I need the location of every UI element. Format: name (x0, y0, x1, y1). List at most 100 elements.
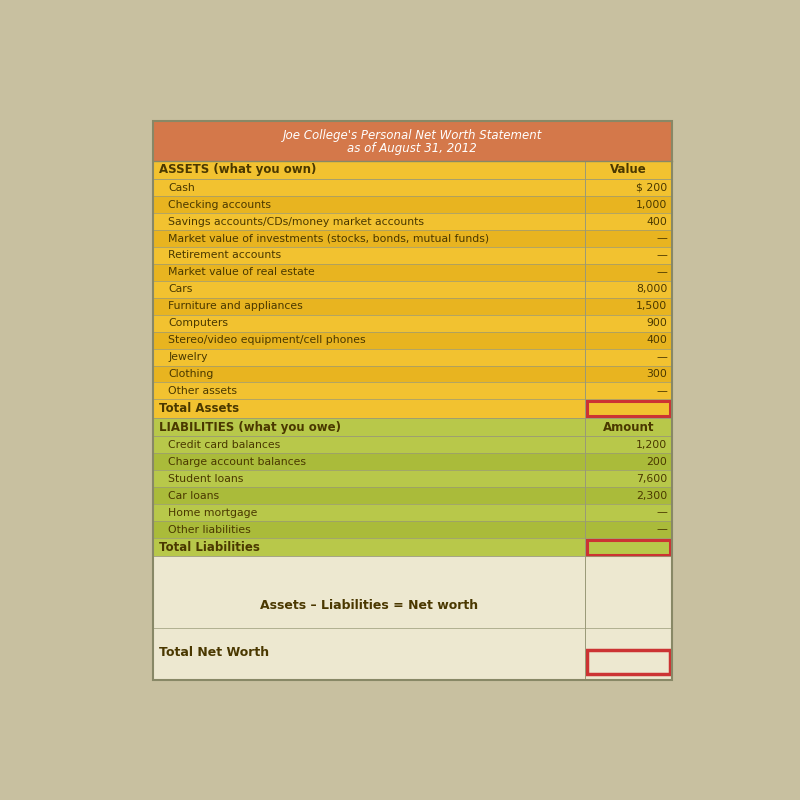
Bar (153, 213, 585, 230)
Text: 300: 300 (646, 369, 667, 379)
Bar (585, 264, 672, 281)
Text: Other assets: Other assets (168, 386, 237, 396)
Bar (586, 650, 670, 674)
Bar (153, 161, 585, 179)
Bar (585, 538, 672, 557)
Bar (585, 521, 672, 538)
Bar (153, 298, 585, 314)
Text: Cars: Cars (168, 284, 193, 294)
Bar (585, 213, 672, 230)
Bar (153, 332, 585, 349)
Bar (585, 487, 672, 504)
Bar (153, 436, 585, 454)
Text: 1,500: 1,500 (636, 302, 667, 311)
Text: —: — (657, 525, 667, 534)
Text: Charge account balances: Charge account balances (168, 457, 306, 466)
Text: $ 200: $ 200 (636, 182, 667, 193)
Text: 8,000: 8,000 (636, 284, 667, 294)
Text: Total Assets: Total Assets (159, 402, 239, 415)
Text: 900: 900 (646, 318, 667, 328)
Bar (585, 281, 672, 298)
Bar (153, 230, 585, 247)
Text: Credit card balances: Credit card balances (168, 440, 281, 450)
Bar (153, 314, 585, 332)
Text: Value: Value (610, 163, 647, 177)
Text: Jewelry: Jewelry (168, 352, 208, 362)
Text: Furniture and appliances: Furniture and appliances (168, 302, 303, 311)
Bar (153, 349, 585, 366)
Bar (585, 161, 672, 179)
Bar (585, 314, 672, 332)
Bar (153, 121, 672, 161)
Text: Amount: Amount (603, 421, 654, 434)
Text: Total Net Worth: Total Net Worth (159, 646, 269, 659)
Text: 1,000: 1,000 (636, 199, 667, 210)
Bar (153, 281, 585, 298)
Bar (586, 401, 670, 416)
Bar (585, 399, 672, 418)
Bar (585, 504, 672, 521)
Bar (153, 487, 585, 504)
Bar (153, 121, 672, 680)
Text: —: — (657, 267, 667, 278)
Text: Market value of investments (stocks, bonds, mutual funds): Market value of investments (stocks, bon… (168, 234, 490, 243)
Bar (586, 539, 670, 555)
Bar (585, 298, 672, 314)
Bar (585, 349, 672, 366)
Bar (153, 247, 585, 264)
Text: Home mortgage: Home mortgage (168, 507, 258, 518)
Bar (153, 399, 585, 418)
Text: Student loans: Student loans (168, 474, 243, 484)
Text: 2,300: 2,300 (636, 490, 667, 501)
Bar (585, 470, 672, 487)
Text: Assets – Liabilities = Net worth: Assets – Liabilities = Net worth (260, 599, 478, 612)
Text: Stereo/video equipment/cell phones: Stereo/video equipment/cell phones (168, 335, 366, 345)
Text: Checking accounts: Checking accounts (168, 199, 271, 210)
Text: LIABILITIES (what you owe): LIABILITIES (what you owe) (159, 421, 341, 434)
Bar (585, 179, 672, 196)
Bar (153, 264, 585, 281)
Text: 400: 400 (646, 217, 667, 226)
Text: 7,600: 7,600 (636, 474, 667, 484)
Text: Clothing: Clothing (168, 369, 214, 379)
Bar (153, 538, 585, 557)
Bar (153, 521, 585, 538)
Text: —: — (657, 250, 667, 260)
Text: —: — (657, 352, 667, 362)
Bar (153, 504, 585, 521)
Bar (585, 382, 672, 399)
Text: Cash: Cash (168, 182, 195, 193)
Text: ASSETS (what you own): ASSETS (what you own) (159, 163, 316, 177)
Text: Market value of real estate: Market value of real estate (168, 267, 315, 278)
Bar (585, 436, 672, 454)
Text: —: — (657, 234, 667, 243)
Text: Joe College's Personal Net Worth Statement: Joe College's Personal Net Worth Stateme… (282, 129, 542, 142)
Bar (153, 557, 672, 680)
Text: 1,200: 1,200 (636, 440, 667, 450)
Text: 200: 200 (646, 457, 667, 466)
Bar (153, 418, 585, 436)
Text: 400: 400 (646, 335, 667, 345)
Text: Car loans: Car loans (168, 490, 219, 501)
Bar (585, 230, 672, 247)
Bar (153, 470, 585, 487)
Bar (153, 454, 585, 470)
Bar (153, 366, 585, 382)
Bar (585, 332, 672, 349)
Text: as of August 31, 2012: as of August 31, 2012 (347, 142, 477, 155)
Text: Retirement accounts: Retirement accounts (168, 250, 282, 260)
Bar (153, 382, 585, 399)
Bar (153, 179, 585, 196)
Text: —: — (657, 386, 667, 396)
Bar (585, 366, 672, 382)
Text: Computers: Computers (168, 318, 228, 328)
Text: Total Liabilities: Total Liabilities (159, 541, 260, 554)
Bar (585, 418, 672, 436)
Bar (153, 196, 585, 213)
Text: Savings accounts/CDs/money market accounts: Savings accounts/CDs/money market accoun… (168, 217, 424, 226)
Bar (585, 247, 672, 264)
Bar (585, 196, 672, 213)
Text: Other liabilities: Other liabilities (168, 525, 251, 534)
Bar (585, 454, 672, 470)
Text: —: — (657, 507, 667, 518)
